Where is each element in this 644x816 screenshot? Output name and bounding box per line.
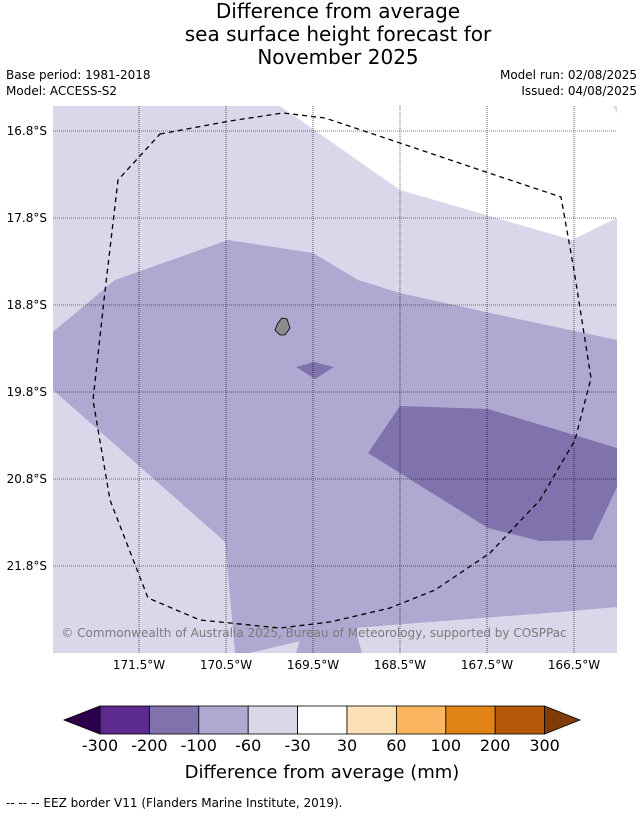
anomaly-band-m30-30 [280, 106, 617, 240]
eez-border [92, 112, 592, 629]
map-figure: © Commonwealth of Australia 2025, Bureau… [7, 106, 617, 783]
colorbar-under-arrow [62, 705, 101, 735]
title-line-1: Difference from average [215, 0, 461, 23]
colorbar-tick-label: -30 [285, 736, 311, 755]
colorbar-tick-label: 300 [529, 736, 560, 755]
lon-label: 169.5°W [287, 658, 339, 672]
meta-left: Base period: 1981-2018 Model: ACCESS-S2 [6, 67, 151, 99]
model-name: Model: ACCESS-S2 [6, 84, 118, 98]
colorbar-swatch [445, 705, 496, 735]
lon-label: 167.5°W [461, 658, 513, 672]
colorbar-tick-label: 60 [386, 736, 406, 755]
colorbar-swatch [297, 705, 348, 735]
colorbar-swatch [198, 705, 249, 735]
lon-label: 166.5°W [548, 658, 600, 672]
meta-right: Model run: 02/08/2025 Issued: 04/08/2025 [500, 67, 637, 99]
title-line-2: sea surface height forecast for [184, 22, 492, 46]
copyright-notice: © Commonwealth of Australia 2025, Bureau… [61, 626, 566, 640]
colorbar-tick-label: 100 [431, 736, 462, 755]
colorbar-swatch [395, 705, 447, 735]
colorbar-swatch [494, 705, 546, 735]
colorbar: -300 -200 -100 -60 -30 30 60 100 200 300… [62, 705, 582, 783]
eez-legend-footnote: -- -- -- EEZ border V11 (Flanders Marine… [6, 796, 343, 810]
latitude-labels: 16.8°S 17.8°S 18.8°S 19.8°S 20.8°S 21.8°… [7, 124, 47, 573]
colorbar-swatch [346, 705, 397, 735]
colorbar-tick-label: -100 [181, 736, 217, 755]
map-title: Difference from average sea surface heig… [0, 0, 644, 69]
lat-label: 16.8°S [7, 124, 47, 138]
lon-label: 170.5°W [200, 658, 252, 672]
colorbar-swatch [99, 705, 150, 735]
anomaly-band-m60-m30-southwest [53, 390, 235, 653]
colorbar-tick-label: 200 [480, 736, 511, 755]
model-run: Model run: 02/08/2025 [499, 68, 637, 82]
lon-label: 168.5°W [374, 658, 426, 672]
colorbar-swatch [148, 705, 200, 735]
graticule [53, 106, 617, 653]
lon-label: 171.5°W [113, 658, 165, 672]
lat-label: 20.8°S [7, 472, 47, 486]
colorbar-tick-label: -60 [235, 736, 261, 755]
colorbar-over-arrow [544, 705, 582, 735]
title-line-3: November 2025 [257, 45, 419, 69]
lat-label: 17.8°S [7, 211, 47, 225]
colorbar-label: Difference from average (mm) [185, 762, 460, 783]
colorbar-swatch [247, 705, 298, 735]
colorbar-tick-label: 30 [337, 736, 357, 755]
longitude-labels: 171.5°W 170.5°W 169.5°W 168.5°W 167.5°W … [113, 658, 600, 672]
anomaly-band-m100-m60-south [296, 628, 362, 653]
anomaly-band-m200-m100-small [296, 362, 334, 379]
anomaly-band-m200-m100 [368, 406, 617, 541]
lat-label: 19.8°S [7, 385, 47, 399]
anomaly-band-m100-m60 [53, 240, 617, 653]
colorbar-tick-label: -300 [82, 736, 118, 755]
lat-label: 18.8°S [7, 298, 47, 312]
lat-label: 21.8°S [7, 559, 47, 573]
island-landmass [274, 317, 291, 336]
base-period: Base period: 1981-2018 [6, 68, 151, 82]
issued-date: Issued: 04/08/2025 [521, 84, 637, 98]
colorbar-tick-label: -200 [131, 736, 167, 755]
map-panel: © Commonwealth of Australia 2025, Bureau… [53, 106, 617, 653]
